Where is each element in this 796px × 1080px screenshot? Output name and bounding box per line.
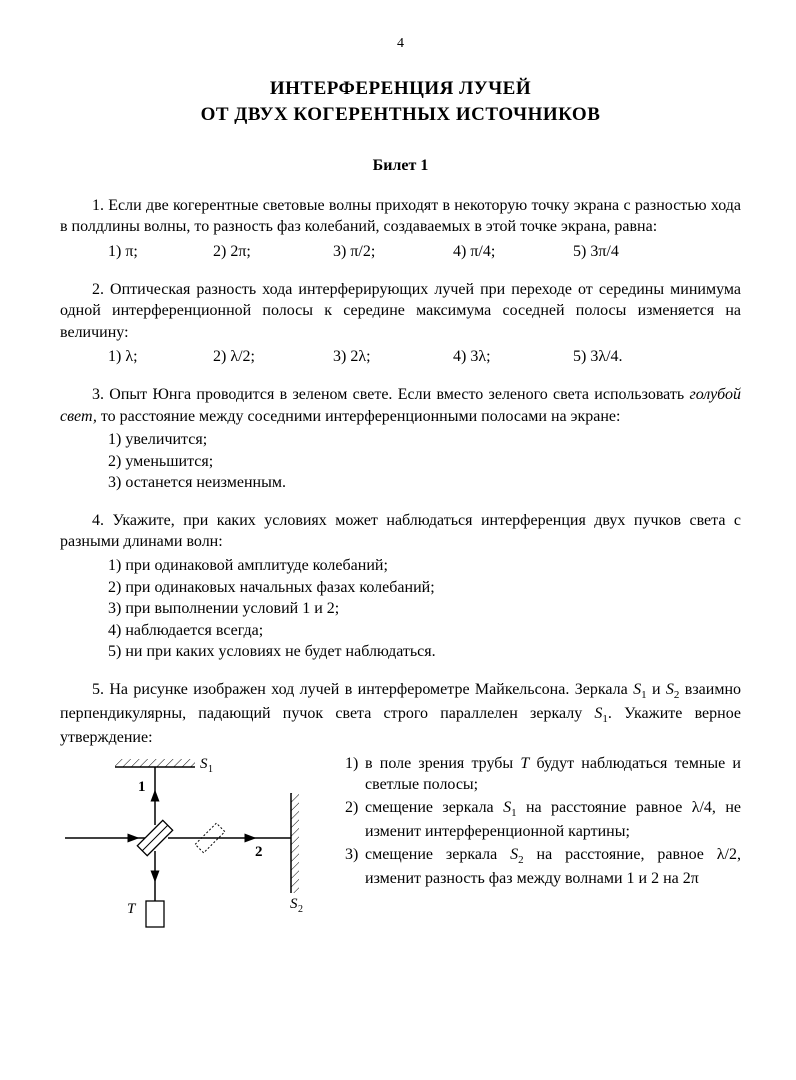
title-line-1: ИНТЕРФЕРЕНЦИЯ ЛУЧЕЙ [270,78,531,99]
q5-s2: S [666,681,674,698]
q3-opt-2: 2) уменьшится; [108,451,741,473]
q5-opt3-s: S [510,846,518,863]
q5-opt1-a: в поле зрения трубы [365,755,520,772]
q4-opt-2: 2) при одинаковых начальных фазах колеба… [108,577,741,599]
q1-opt-4: 4) π/4; [453,241,573,263]
q4-opt-1: 1) при одинаковой амплитуде колебаний; [108,555,741,577]
q2-opt-5: 5) 3λ/4. [573,346,623,368]
svg-text:1: 1 [208,764,213,775]
q5-text: 5. На рисунке изображен ход лучей в инте… [60,679,741,749]
ticket-title: Билет 1 [60,155,741,177]
q1-opt-5: 5) 3π/4 [573,241,619,263]
title-line-2: ОТ ДВУХ КОГЕРЕНТНЫХ ИСТОЧНИКОВ [201,104,601,125]
q2-opt-1: 1) λ; [108,346,213,368]
svg-text:S: S [290,896,298,912]
q5-opt3-num: 3) [345,844,365,890]
q2-options: 1) λ; 2) λ/2; 3) 2λ; 4) 3λ; 5) 3λ/4. [60,346,741,368]
q2-opt-4: 4) 3λ; [453,346,573,368]
question-5: 5. На рисунке изображен ход лучей в инте… [60,679,741,933]
q4-options: 1) при одинаковой амплитуде колебаний; 2… [60,555,741,663]
q2-text: 2. Оптическая разность хода интерферирую… [60,279,741,344]
q1-options: 1) π; 2) 2π; 3) π/2; 4) π/4; 5) 3π/4 [60,241,741,263]
q3-options: 1) увеличится; 2) уменьшится; 3) останет… [60,429,741,494]
q3-pre: 3. Опыт Юнга проводится в зеленом свете.… [92,386,689,403]
svg-text:S: S [200,756,208,772]
q5-opt3-a: смещение зеркала [365,846,510,863]
q5-a: 5. На рисунке изображен ход лучей в инте… [92,681,633,698]
question-1: 1. Если две когерентные световые волны п… [60,195,741,263]
q4-opt-5: 5) ни при каких условиях не будет наблюд… [108,641,741,663]
michelson-diagram: S 1 S 2 1 2 [60,753,330,933]
q3-opt-1: 1) увеличится; [108,429,741,451]
q5-options: 1) в поле зрения трубы T будут наблюдать… [345,753,741,933]
q5-opt2-a: смещение зеркала [365,799,503,816]
q2-opt-3: 3) 2λ; [333,346,453,368]
q5-opt-1: 1) в поле зрения трубы T будут наблюдать… [345,753,741,796]
q5-s1: S [633,681,641,698]
q4-opt-3: 3) при выполнении условий 1 и 2; [108,598,741,620]
main-title: ИНТЕРФЕРЕНЦИЯ ЛУЧЕЙ ОТ ДВУХ КОГЕРЕНТНЫХ … [60,76,741,127]
svg-text:2: 2 [255,844,263,860]
q1-opt-2: 2) 2π; [213,241,333,263]
q5-b: и [647,681,666,698]
q3-text: 3. Опыт Юнга проводится в зеленом свете.… [60,384,741,427]
q1-text: 1. Если две когерентные световые волны п… [60,195,741,238]
q1-opt-3: 3) π/2; [333,241,453,263]
svg-text:1: 1 [138,779,146,795]
q5-opt1-num: 1) [345,753,365,796]
question-2: 2. Оптическая разность хода интерферирую… [60,279,741,368]
q3-post: то расстояние между соседними интерферен… [97,408,621,425]
q5-opt-2: 2) смещение зеркала S1 на расстояние рав… [345,797,741,843]
q2-opt-2: 2) λ/2; [213,346,333,368]
q5-opt1-T: T [520,755,529,772]
question-4: 4. Укажите, при каких условиях может наб… [60,510,741,663]
page-number: 4 [60,35,741,54]
q4-opt-4: 4) наблюдается всегда; [108,620,741,642]
q5-opt-3: 3) смещение зеркала S2 на расстояние, ра… [345,844,741,890]
q5-opt2-num: 2) [345,797,365,843]
q3-opt-3: 3) останется неизменным. [108,472,741,494]
q1-opt-1: 1) π; [108,241,213,263]
q4-text: 4. Укажите, при каких условиях может наб… [60,510,741,553]
question-3: 3. Опыт Юнга проводится в зеленом свете.… [60,384,741,494]
svg-text:T: T [127,901,137,917]
svg-text:2: 2 [298,904,303,915]
q5-opt2-s: S [503,799,511,816]
